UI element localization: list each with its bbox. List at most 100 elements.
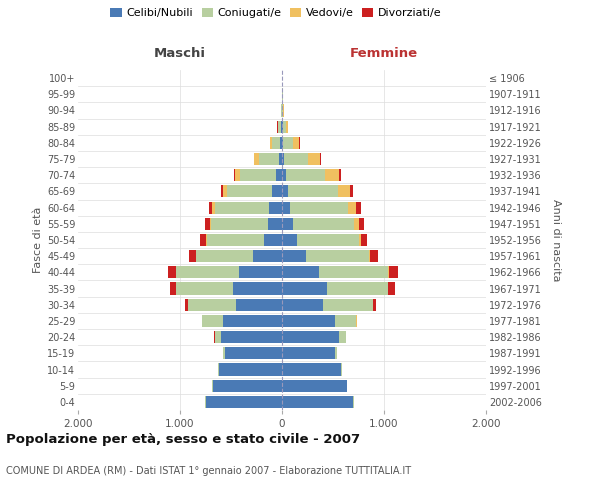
Bar — [263, 234, 282, 246]
Bar — [268, 218, 282, 230]
Bar — [225, 348, 282, 360]
Bar — [284, 153, 308, 165]
Bar — [223, 348, 225, 360]
Bar — [205, 218, 209, 230]
Bar — [320, 153, 321, 165]
Text: Femmine: Femmine — [350, 48, 418, 60]
Bar — [282, 282, 327, 294]
Bar — [211, 218, 268, 230]
Bar — [215, 202, 269, 213]
Bar — [223, 315, 282, 327]
Bar — [279, 153, 282, 165]
Bar — [325, 169, 339, 181]
Bar — [212, 380, 282, 392]
Bar — [388, 282, 395, 294]
Bar — [185, 298, 188, 311]
Bar — [167, 266, 176, 278]
Bar — [272, 186, 282, 198]
Bar — [282, 266, 319, 278]
Bar — [270, 137, 272, 149]
Bar — [361, 234, 367, 246]
Bar — [278, 120, 281, 132]
Y-axis label: Anni di nascita: Anni di nascita — [551, 198, 561, 281]
Bar — [235, 169, 240, 181]
Bar — [259, 153, 279, 165]
Bar — [298, 234, 359, 246]
Bar — [286, 169, 325, 181]
Text: Maschi: Maschi — [154, 48, 206, 60]
Bar — [286, 120, 288, 132]
Bar — [355, 218, 359, 230]
Bar — [293, 137, 299, 149]
Bar — [219, 364, 282, 376]
Bar — [221, 186, 223, 198]
Bar — [338, 186, 350, 198]
Bar — [293, 218, 355, 230]
Bar — [356, 315, 358, 327]
Bar — [254, 153, 259, 165]
Bar — [356, 202, 361, 213]
Bar — [327, 282, 388, 294]
Bar — [339, 331, 346, 343]
Bar — [212, 202, 215, 213]
Bar — [227, 186, 272, 198]
Bar — [369, 250, 370, 262]
Bar — [282, 153, 284, 165]
Bar — [282, 234, 298, 246]
Bar — [170, 282, 176, 294]
Bar — [389, 266, 398, 278]
Bar — [202, 315, 223, 327]
Bar — [206, 396, 282, 408]
Bar — [236, 298, 282, 311]
Bar — [290, 202, 349, 213]
Y-axis label: Fasce di età: Fasce di età — [32, 207, 43, 273]
Bar — [281, 120, 282, 132]
Bar — [188, 298, 236, 311]
Bar — [282, 315, 335, 327]
Bar — [282, 218, 293, 230]
Bar — [209, 218, 211, 230]
Bar — [282, 380, 347, 392]
Bar — [359, 218, 364, 230]
Bar — [339, 169, 341, 181]
Bar — [176, 282, 233, 294]
Bar — [282, 331, 339, 343]
Bar — [200, 234, 206, 246]
Bar — [307, 250, 369, 262]
Bar — [176, 266, 239, 278]
Bar — [282, 250, 307, 262]
Bar — [189, 250, 196, 262]
Bar — [373, 298, 376, 311]
Bar — [233, 169, 235, 181]
Legend: Celibi/Nubili, Coniugati/e, Vedovi/e, Divorziati/e: Celibi/Nubili, Coniugati/e, Vedovi/e, Di… — [108, 6, 444, 20]
Bar — [282, 169, 286, 181]
Bar — [283, 120, 286, 132]
Bar — [223, 186, 227, 198]
Bar — [280, 137, 282, 149]
Bar — [282, 137, 283, 149]
Bar — [276, 169, 282, 181]
Bar — [319, 266, 388, 278]
Bar — [282, 202, 290, 213]
Bar — [240, 169, 276, 181]
Bar — [370, 250, 378, 262]
Bar — [215, 331, 221, 343]
Bar — [282, 298, 323, 311]
Bar — [269, 202, 282, 213]
Bar — [335, 315, 356, 327]
Bar — [221, 331, 282, 343]
Bar — [288, 186, 338, 198]
Bar — [209, 202, 212, 213]
Bar — [349, 202, 356, 213]
Bar — [282, 396, 353, 408]
Bar — [323, 298, 373, 311]
Bar — [359, 234, 361, 246]
Bar — [335, 348, 337, 360]
Bar — [253, 250, 282, 262]
Bar — [239, 266, 282, 278]
Bar — [282, 364, 341, 376]
Bar — [272, 137, 280, 149]
Bar — [233, 282, 282, 294]
Text: COMUNE DI ARDEA (RM) - Dati ISTAT 1° gennaio 2007 - Elaborazione TUTTITALIA.IT: COMUNE DI ARDEA (RM) - Dati ISTAT 1° gen… — [6, 466, 411, 476]
Bar — [206, 234, 263, 246]
